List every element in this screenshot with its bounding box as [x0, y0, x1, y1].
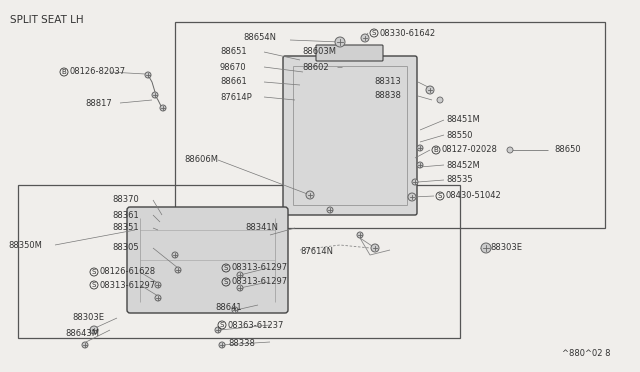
Text: S: S: [224, 265, 228, 271]
Text: 88643M: 88643M: [65, 328, 99, 337]
Text: 98670: 98670: [220, 62, 246, 71]
Text: 88451M: 88451M: [446, 115, 480, 125]
Text: 08126-82037: 08126-82037: [69, 67, 125, 77]
FancyBboxPatch shape: [127, 207, 288, 313]
Circle shape: [335, 37, 345, 47]
Circle shape: [145, 72, 151, 78]
Circle shape: [237, 272, 243, 278]
Text: ^880^02 8: ^880^02 8: [561, 349, 610, 358]
Circle shape: [361, 34, 369, 42]
Circle shape: [160, 105, 166, 111]
Text: 88535: 88535: [446, 176, 472, 185]
Circle shape: [155, 295, 161, 301]
Text: 88606M: 88606M: [184, 155, 218, 164]
Text: 08430-51042: 08430-51042: [445, 192, 500, 201]
Circle shape: [219, 342, 225, 348]
Text: S: S: [220, 322, 224, 328]
Text: S: S: [438, 193, 442, 199]
Circle shape: [232, 307, 238, 313]
Text: 88303E: 88303E: [72, 314, 104, 323]
Text: B: B: [61, 69, 67, 75]
Circle shape: [155, 282, 161, 288]
Text: 08126-61628: 08126-61628: [99, 267, 155, 276]
Text: B: B: [434, 147, 438, 153]
Circle shape: [175, 267, 181, 273]
Circle shape: [90, 326, 98, 334]
Text: 87614N: 87614N: [300, 247, 333, 257]
Bar: [175, 22, 605, 228]
Text: 88341N: 88341N: [245, 224, 278, 232]
Circle shape: [417, 162, 423, 168]
Text: 88650: 88650: [554, 145, 580, 154]
Text: 88303E: 88303E: [490, 244, 522, 253]
Text: 08313-61297: 08313-61297: [99, 280, 155, 289]
Text: 88350M: 88350M: [8, 241, 42, 250]
Text: 08313-61297: 08313-61297: [231, 263, 287, 273]
Text: 08363-61237: 08363-61237: [227, 321, 284, 330]
Text: 88338: 88338: [228, 339, 255, 347]
Circle shape: [327, 207, 333, 213]
Text: SPLIT SEAT LH: SPLIT SEAT LH: [10, 15, 84, 25]
Text: 88838: 88838: [374, 92, 401, 100]
Circle shape: [437, 97, 443, 103]
Circle shape: [371, 244, 379, 252]
Circle shape: [237, 285, 243, 291]
Text: 88351: 88351: [112, 224, 139, 232]
Circle shape: [306, 191, 314, 199]
Circle shape: [481, 243, 491, 253]
Text: S: S: [372, 30, 376, 36]
Text: 08330-61642: 08330-61642: [379, 29, 435, 38]
Text: 88602: 88602: [302, 62, 328, 71]
Bar: [18, 185, 460, 338]
Circle shape: [507, 147, 513, 153]
Text: 88452M: 88452M: [446, 160, 480, 170]
FancyBboxPatch shape: [283, 56, 417, 215]
Circle shape: [412, 179, 418, 185]
Text: 88603M: 88603M: [302, 48, 336, 57]
Text: 88641: 88641: [215, 302, 242, 311]
Text: S: S: [92, 269, 96, 275]
Text: 88305: 88305: [112, 244, 139, 253]
Text: 88361: 88361: [112, 211, 139, 219]
Circle shape: [172, 252, 178, 258]
Text: 08127-02028: 08127-02028: [441, 145, 497, 154]
Circle shape: [82, 342, 88, 348]
Text: 87614P: 87614P: [220, 93, 252, 102]
FancyBboxPatch shape: [316, 45, 383, 61]
Text: 88550: 88550: [446, 131, 472, 140]
Text: 88370: 88370: [112, 196, 139, 205]
Text: 88817: 88817: [85, 99, 112, 108]
Text: S: S: [92, 282, 96, 288]
Text: 88654N: 88654N: [243, 32, 276, 42]
Circle shape: [152, 92, 158, 98]
Text: 88651: 88651: [220, 48, 246, 57]
Text: 88661: 88661: [220, 77, 247, 87]
Circle shape: [357, 232, 363, 238]
Circle shape: [408, 193, 416, 201]
Text: 08313-61297: 08313-61297: [231, 278, 287, 286]
Circle shape: [417, 145, 423, 151]
Circle shape: [426, 86, 434, 94]
Text: S: S: [224, 279, 228, 285]
Circle shape: [215, 327, 221, 333]
Text: 88313: 88313: [374, 77, 401, 87]
